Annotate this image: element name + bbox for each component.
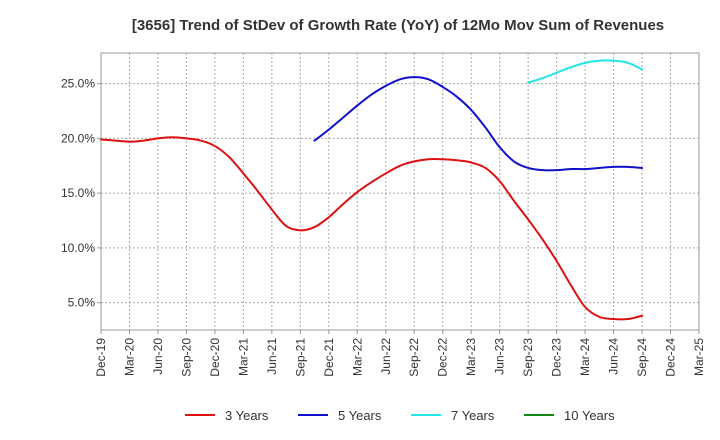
y-tick-label: 15.0% bbox=[61, 186, 95, 200]
x-tick-label: Jun-24 bbox=[607, 338, 621, 375]
series-layer bbox=[100, 59, 644, 321]
chart-title: [3656] Trend of StDev of Growth Rate (Yo… bbox=[132, 17, 664, 34]
x-tick-label: Dec-20 bbox=[208, 338, 222, 377]
y-tick-label: 25.0% bbox=[61, 77, 95, 91]
x-tick-label: Sep-20 bbox=[179, 338, 193, 377]
y-tick-label: 10.0% bbox=[61, 241, 95, 255]
legend-label-5-years: 5 Years bbox=[338, 408, 382, 423]
x-tick-label: Jun-20 bbox=[151, 338, 165, 375]
x-tick-label: Mar-22 bbox=[350, 338, 364, 376]
legend-label-10-years: 10 Years bbox=[564, 408, 615, 423]
y-tick-label: 20.0% bbox=[61, 131, 95, 145]
grid-layer bbox=[101, 53, 699, 330]
x-tick-label: Mar-23 bbox=[464, 338, 478, 376]
x-tick-label: Dec-22 bbox=[436, 338, 450, 377]
series-line-3-years bbox=[100, 136, 644, 321]
y-tick-label: 5.0% bbox=[68, 296, 96, 310]
x-tick-label: Jun-23 bbox=[493, 338, 507, 375]
x-tick-label: Dec-23 bbox=[550, 338, 564, 377]
x-tick-label: Mar-24 bbox=[578, 338, 592, 376]
y-axis: 5.0% 10.0% 15.0% 20.0% 25.0% bbox=[61, 77, 101, 310]
x-tick-label: Mar-21 bbox=[236, 338, 250, 376]
legend: 3 Years 5 Years 7 Years 10 Years bbox=[185, 408, 615, 423]
x-axis: Dec-19 Mar-20 Jun-20 Sep-20 Dec-20 Mar-21 Jun-… bbox=[94, 330, 706, 377]
x-tick-label: Mar-25 bbox=[692, 338, 706, 376]
legend-label-3-years: 3 Years bbox=[225, 408, 269, 423]
legend-label-7-years: 7 Years bbox=[451, 408, 495, 423]
x-tick-label: Sep-23 bbox=[521, 338, 535, 377]
x-tick-label: Sep-21 bbox=[293, 338, 307, 377]
plot-area bbox=[100, 52, 700, 331]
x-tick-label: Dec-24 bbox=[664, 338, 678, 377]
x-tick-label: Jun-22 bbox=[379, 338, 393, 375]
x-tick-label: Jun-21 bbox=[265, 338, 279, 375]
x-tick-label: Mar-20 bbox=[122, 338, 136, 376]
x-tick-label: Dec-19 bbox=[94, 338, 108, 377]
series-line-7-years bbox=[527, 59, 644, 84]
x-tick-label: Sep-22 bbox=[407, 338, 421, 377]
x-tick-label: Sep-24 bbox=[635, 338, 649, 377]
series-line-5-years bbox=[313, 76, 644, 172]
x-tick-label: Dec-21 bbox=[322, 338, 336, 377]
